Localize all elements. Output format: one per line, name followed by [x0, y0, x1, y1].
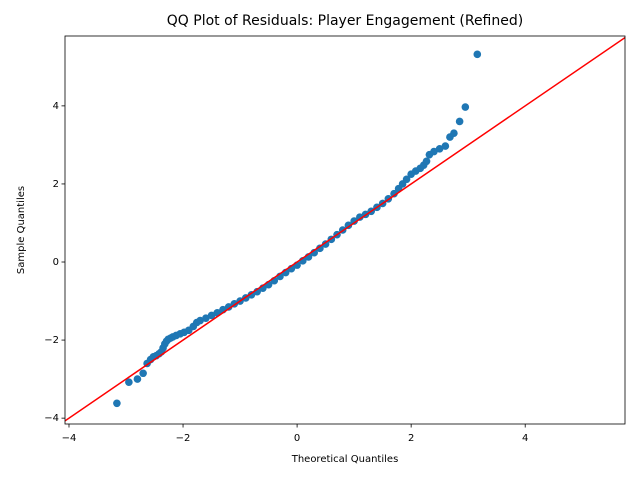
- point: [422, 157, 431, 166]
- point: [139, 369, 147, 378]
- point: [133, 375, 142, 383]
- point: [113, 399, 121, 408]
- point: [430, 147, 438, 156]
- point: [207, 311, 216, 320]
- y-axis-label: Sample Quantiles: [16, 186, 27, 274]
- axes-frame: [64, 35, 626, 425]
- point: [321, 240, 330, 248]
- x-axis-label: Theoretical Quantiles: [291, 454, 399, 465]
- y-tick-label: 0: [53, 257, 59, 268]
- plot-area: [65, 36, 625, 422]
- y-tick-label: −4: [44, 413, 59, 424]
- x-tick-label: 0: [294, 433, 300, 444]
- point: [402, 175, 411, 184]
- y-tick-label: −2: [44, 335, 59, 346]
- point: [196, 316, 204, 325]
- point: [344, 221, 353, 230]
- y-tick-label: 2: [53, 179, 59, 190]
- point: [356, 213, 364, 221]
- point: [390, 189, 398, 198]
- point: [461, 103, 470, 111]
- point: [450, 129, 458, 137]
- chart-title: QQ Plot of Residuals: Player Engagement …: [167, 13, 523, 29]
- point: [441, 142, 450, 150]
- point: [224, 303, 233, 311]
- point: [455, 117, 464, 126]
- x-tick-label: −2: [176, 433, 191, 444]
- x-tick-label: −4: [62, 433, 77, 444]
- y-tick-label: 4: [53, 101, 59, 112]
- point: [247, 290, 256, 299]
- point: [202, 314, 210, 323]
- point: [316, 244, 324, 253]
- point: [125, 378, 133, 387]
- x-tick-label: 2: [408, 433, 414, 444]
- point: [435, 145, 444, 153]
- point: [350, 217, 358, 225]
- reference-line: [65, 36, 625, 422]
- point: [473, 50, 482, 59]
- x-tick-label: 4: [522, 433, 528, 444]
